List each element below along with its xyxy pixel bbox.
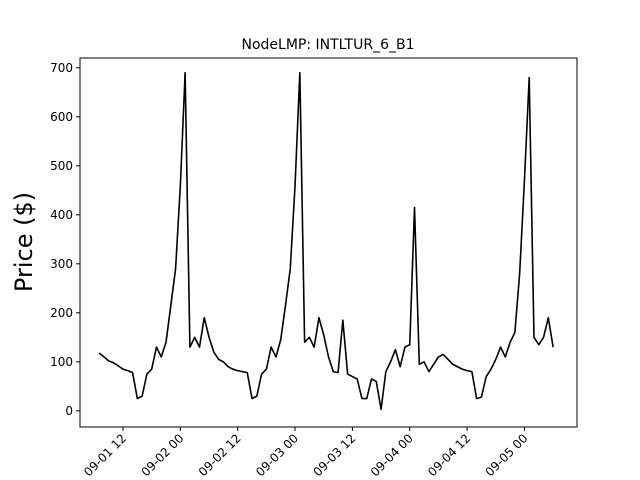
chart-title: NodeLMP: INTLTUR_6_B1 xyxy=(242,37,415,53)
line xyxy=(98,71,554,411)
x-tick-label: 09-05 00 xyxy=(483,431,531,479)
x-tick-label: 09-03 00 xyxy=(253,431,301,479)
x-tick-label: 09-02 12 xyxy=(196,431,244,479)
x-tick-label: 09-04 12 xyxy=(425,431,473,479)
x-tick-label: 09-03 12 xyxy=(310,431,358,479)
y-tick-label: 300 xyxy=(50,257,73,271)
x-tick-label: 09-04 00 xyxy=(368,431,416,479)
y-tick-label: 500 xyxy=(50,159,73,173)
y-tick-label: 700 xyxy=(50,61,73,75)
y-tick-label: 400 xyxy=(50,208,73,222)
y-tick-label: 100 xyxy=(50,355,73,369)
y-axis-label: Price ($) xyxy=(10,192,38,292)
y-tick-label: 200 xyxy=(50,306,73,320)
plot-frame xyxy=(79,57,578,428)
x-tick-label: 09-01 12 xyxy=(81,431,129,479)
x-tick-label: 09-02 00 xyxy=(138,431,186,479)
y-tick-label: 600 xyxy=(50,110,73,124)
y-tick-label: 0 xyxy=(65,404,73,418)
